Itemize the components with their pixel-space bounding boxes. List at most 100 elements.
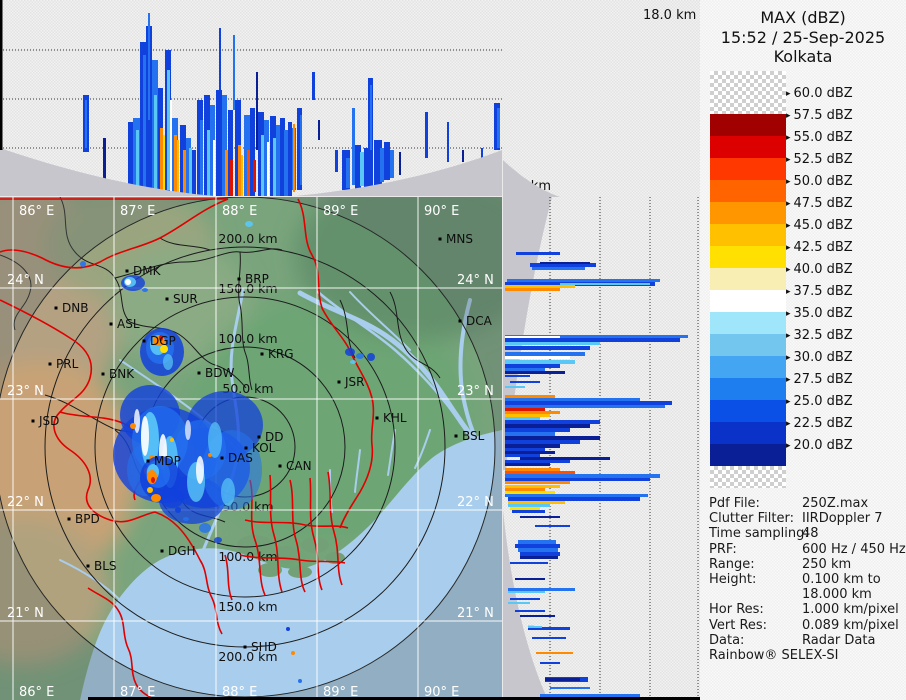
legend-tick-arrow-icon: ▸	[786, 243, 791, 253]
metadata-value: 0.100 km to	[802, 572, 881, 587]
legend-cell	[710, 224, 786, 246]
svg-text:88° E: 88° E	[222, 685, 257, 700]
legend-cell	[710, 246, 786, 268]
legend-cell	[710, 312, 786, 334]
legend-cell	[710, 444, 786, 466]
metadata-key: Clutter Filter:	[709, 511, 794, 527]
legend-tick-arrow-icon: ▸	[786, 155, 791, 165]
svg-text:23° N: 23° N	[457, 384, 494, 399]
metadata-row: PRF: 600 Hz / 450 Hz	[709, 541, 906, 557]
legend-tick-arrow-icon: ▸	[786, 397, 791, 407]
side-panel-echoes	[505, 252, 688, 697]
metadata-row: Hor Res: 1.000 km/pixel	[709, 602, 904, 617]
metadata-row: Vert Res: 0.089 km/pixel	[709, 618, 904, 633]
legend-label: ▸ 55.0 dBZ	[786, 130, 853, 145]
svg-text:BPD: BPD	[75, 512, 100, 526]
svg-text:SUR: SUR	[173, 292, 198, 306]
legend-cell-below-min	[710, 466, 786, 488]
svg-text:DMK: DMK	[133, 264, 162, 278]
map-echoes	[80, 221, 375, 683]
metadata-value: 48	[802, 526, 819, 542]
svg-text:90° E: 90° E	[424, 204, 459, 219]
legend-label: ▸ 50.0 dBZ	[786, 174, 853, 189]
legend-tick-arrow-icon: ▸	[786, 287, 791, 297]
legend-cell	[710, 180, 786, 202]
legend-label: ▸ 37.5 dBZ	[786, 284, 853, 299]
svg-text:PRL: PRL	[56, 357, 79, 371]
legend-tick-arrow-icon: ▸	[786, 221, 791, 231]
bottom-black-bar	[88, 697, 710, 700]
svg-text:150.0 km: 150.0 km	[218, 599, 277, 614]
svg-text:ASL: ASL	[117, 317, 140, 331]
svg-text:MDP: MDP	[154, 454, 181, 468]
svg-text:100.0 km: 100.0 km	[218, 331, 277, 346]
legend-label: ▸ 35.0 dBZ	[786, 306, 853, 321]
svg-text:21° N: 21° N	[7, 606, 44, 621]
svg-text:JSR: JSR	[344, 375, 365, 389]
legend-cell	[710, 356, 786, 378]
legend-cell-above-max	[710, 71, 786, 114]
metadata-key: Vert Res:	[709, 617, 768, 633]
metadata-value: Radar Data	[802, 632, 876, 648]
svg-text:BSL: BSL	[462, 429, 485, 443]
legend-label: ▸ 20.0 dBZ	[786, 438, 853, 453]
legend-cell	[710, 422, 786, 444]
metadata-key: Time sampling:	[709, 526, 809, 542]
metadata-value: 1.000 km/pixel	[802, 602, 899, 618]
legend-label: ▸ 27.5 dBZ	[786, 372, 853, 387]
legend-tick-arrow-icon: ▸	[786, 199, 791, 209]
side-profile-panel	[503, 160, 699, 700]
legend-label: ▸ 40.0 dBZ	[786, 262, 853, 277]
svg-text:87° E: 87° E	[120, 685, 155, 700]
metadata-value: 0.089 km/pixel	[802, 617, 899, 633]
beam-cone-corner	[503, 160, 560, 197]
radar-display: 18.0 km 0.1 km	[0, 0, 710, 700]
legend-cell	[710, 334, 786, 356]
svg-text:BLS: BLS	[94, 559, 117, 573]
svg-text:DGP: DGP	[150, 334, 176, 348]
metadata-row: Range: 250 km	[709, 557, 904, 572]
metadata-key: PRF:	[709, 541, 737, 557]
legend-label: ▸ 47.5 dBZ	[786, 196, 853, 211]
beam-cone-upper	[503, 197, 552, 470]
product-title: MAX (dBZ)	[760, 8, 846, 27]
svg-text:87° E: 87° E	[120, 204, 155, 219]
metadata-key: Range:	[709, 556, 755, 572]
metadata-row: Pdf File: 250Z.max	[709, 496, 904, 511]
svg-text:90° E: 90° E	[424, 685, 459, 700]
svg-text:BNK: BNK	[109, 367, 135, 381]
legend-tick-arrow-icon: ▸	[786, 177, 791, 187]
svg-text:KRG: KRG	[268, 347, 294, 361]
metadata-row: Data: Radar Data	[709, 633, 904, 648]
legend-cell	[710, 114, 786, 136]
out-of-range-overlay	[0, 197, 502, 700]
svg-text:BDW: BDW	[205, 366, 234, 380]
legend-cell	[710, 268, 786, 290]
svg-text:22° N: 22° N	[7, 495, 44, 510]
svg-text:86° E: 86° E	[19, 204, 54, 219]
svg-text:200.0 km: 200.0 km	[218, 649, 277, 664]
legend-tick-arrow-icon: ▸	[786, 309, 791, 319]
metadata-row: Height: 0.100 km to	[709, 572, 904, 587]
svg-text:DGH: DGH	[168, 544, 196, 558]
legend-label: ▸ 45.0 dBZ	[786, 218, 853, 233]
svg-text:DNB: DNB	[62, 301, 88, 315]
legend-tick-arrow-icon: ▸	[786, 111, 791, 121]
svg-text:86° E: 86° E	[19, 685, 54, 700]
svg-text:89° E: 89° E	[323, 685, 358, 700]
city-markers: DMK BRP MNS SUR DNB ASL DGP KRG BDW BNK PRL JSD JSR K…	[31, 232, 493, 654]
beam-cone-lower	[503, 510, 548, 700]
svg-text:24° N: 24° N	[457, 273, 494, 288]
svg-text:DCA: DCA	[466, 314, 493, 328]
svg-text:CAN: CAN	[286, 459, 312, 473]
svg-text:KOL: KOL	[252, 441, 276, 455]
svg-text:24° N: 24° N	[7, 273, 44, 288]
latlon-grid: 86° E 86° E 87° E 87° E 88° E 88° E 89° E 89° E…	[0, 197, 502, 700]
beam-cone-left	[0, 148, 215, 196]
bay-of-bengal	[80, 430, 502, 700]
metadata-value: 250 km	[802, 556, 852, 572]
product-datetime: 15:52 / 25-Sep-2025	[720, 28, 886, 47]
metadata-value: 600 Hz / 450 Hz	[802, 541, 906, 557]
legend-label: ▸ 60.0 dBZ	[786, 86, 853, 101]
